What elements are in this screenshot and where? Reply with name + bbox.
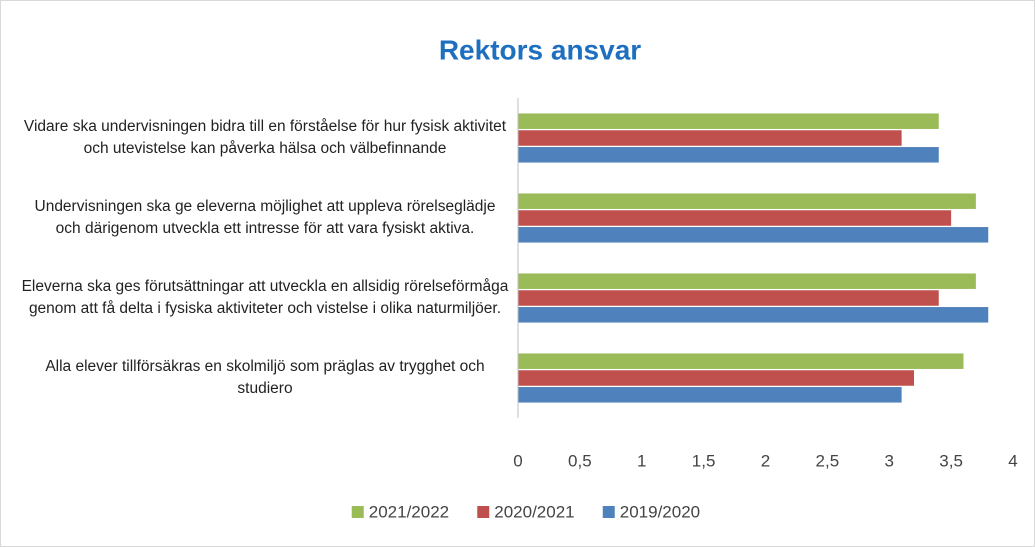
legend-label: 2021/2022 bbox=[369, 502, 449, 521]
category-label: Undervisningen ska ge eleverna möjlighet… bbox=[34, 198, 496, 237]
chart-title: Rektors ansvar bbox=[439, 34, 641, 65]
x-tick-label: 4 bbox=[1008, 451, 1017, 470]
legend-swatch bbox=[602, 506, 615, 518]
category-label: Alla elever tillförsäkras en skolmiljö s… bbox=[45, 358, 485, 397]
x-tick-label: 2,5 bbox=[816, 451, 840, 470]
x-tick-label: 1,5 bbox=[692, 451, 716, 470]
bar bbox=[518, 130, 902, 146]
bar bbox=[518, 147, 939, 163]
bar bbox=[518, 370, 914, 386]
category-label: Vidare ska undervisningen bidra till en … bbox=[23, 118, 507, 157]
x-tick-label: 1 bbox=[637, 451, 646, 470]
bar bbox=[518, 227, 989, 243]
bar bbox=[518, 273, 976, 289]
bar bbox=[518, 193, 976, 209]
legend-label: 2019/2020 bbox=[620, 502, 700, 521]
x-tick-label: 2 bbox=[761, 451, 770, 470]
bar bbox=[518, 387, 902, 403]
x-tick-label: 0,5 bbox=[568, 451, 592, 470]
bar bbox=[518, 290, 939, 306]
x-tick-label: 3 bbox=[885, 451, 894, 470]
x-tick-label: 3,5 bbox=[939, 451, 963, 470]
legend-swatch bbox=[351, 506, 364, 518]
bar bbox=[518, 353, 964, 369]
bar bbox=[518, 307, 989, 323]
legend-swatch bbox=[477, 506, 490, 518]
legend-label: 2020/2021 bbox=[494, 502, 574, 521]
x-tick-label: 0 bbox=[513, 451, 522, 470]
bar bbox=[518, 113, 939, 129]
category-label: Eleverna ska ges förutsättningar att utv… bbox=[21, 278, 509, 317]
bar bbox=[518, 210, 952, 226]
